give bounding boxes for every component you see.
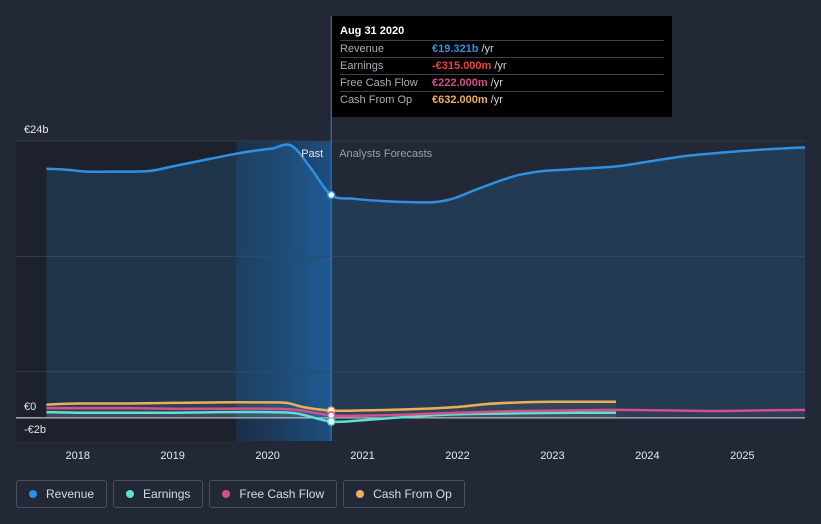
legend-dot-icon xyxy=(356,490,365,498)
legend-item-revenue[interactable]: Revenue xyxy=(16,480,108,508)
legend-dot-icon xyxy=(29,490,37,498)
legend-dot-icon xyxy=(126,490,135,498)
forecast-label: Analysts Forecasts xyxy=(339,148,432,160)
x-tick-label: 2019 xyxy=(160,450,184,462)
tooltip-label: Cash From Op xyxy=(340,94,413,106)
x-tick-label: 2018 xyxy=(65,450,89,462)
revenue-point xyxy=(326,190,336,200)
tooltip-value: €222.000m xyxy=(432,77,488,89)
x-axis-ticks: 2018 2019 2020 2021 2022 2023 2024 2025 xyxy=(65,450,754,462)
y-label-zero: €0 xyxy=(24,401,36,413)
earnings-point xyxy=(326,417,336,426)
legend-label: Earnings xyxy=(143,487,191,501)
tooltip-label: Revenue xyxy=(340,43,385,55)
tooltip-row-cash-from-op: Cash From Op €632.000m /yr xyxy=(340,91,664,108)
free-cash-flow-line xyxy=(46,406,806,418)
tooltip-row-earnings: Earnings -€315.000m /yr xyxy=(340,57,664,74)
past-highlight-region xyxy=(236,141,332,441)
x-tick-label: 2024 xyxy=(635,450,659,462)
tooltip-value: €632.000m xyxy=(432,94,488,106)
tooltip-unit: /yr xyxy=(494,60,507,72)
revenue-area xyxy=(46,144,805,418)
tooltip-label: Earnings xyxy=(340,60,384,72)
legend: Revenue Earnings Free Cash Flow Cash Fro… xyxy=(16,480,465,508)
legend-item-cash-from-op[interactable]: Cash From Op xyxy=(343,480,465,508)
tooltip-value: -€315.000m xyxy=(432,60,492,72)
hover-points xyxy=(326,190,336,426)
tooltip-unit: /yr xyxy=(490,77,503,89)
x-tick-label: 2022 xyxy=(445,450,469,462)
tooltip-value: €19.321b xyxy=(432,43,479,55)
legend-item-free-cash-flow[interactable]: Free Cash Flow xyxy=(209,480,338,508)
legend-label: Revenue xyxy=(46,487,95,501)
legend-item-earnings[interactable]: Earnings xyxy=(113,480,204,508)
x-tick-label: 2021 xyxy=(350,450,374,462)
revenue-line xyxy=(46,143,806,204)
tooltip: Aug 31 2020 Revenue €19.321b /yr Earning… xyxy=(332,16,672,117)
x-tick-label: 2025 xyxy=(730,450,754,462)
tooltip-unit: /yr xyxy=(481,43,494,55)
y-label-top: €24b xyxy=(24,124,48,136)
cash-from-op-line xyxy=(46,400,617,413)
x-tick-label: 2020 xyxy=(255,450,279,462)
past-label: Past xyxy=(301,148,323,160)
series-areas xyxy=(46,144,805,422)
legend-label: Cash From Op xyxy=(373,487,452,501)
tooltip-date: Aug 31 2020 xyxy=(340,25,405,37)
tooltip-row-revenue: Revenue €19.321b /yr xyxy=(340,40,664,57)
tooltip-row-free-cash-flow: Free Cash Flow €222.000m /yr xyxy=(340,74,664,91)
y-label-bottom: -€2b xyxy=(24,424,46,436)
legend-dot-icon xyxy=(222,490,231,498)
tooltip-unit: /yr xyxy=(490,94,503,106)
tooltip-label: Free Cash Flow xyxy=(340,77,418,89)
legend-label: Free Cash Flow xyxy=(239,487,325,501)
x-tick-label: 2023 xyxy=(540,450,564,462)
